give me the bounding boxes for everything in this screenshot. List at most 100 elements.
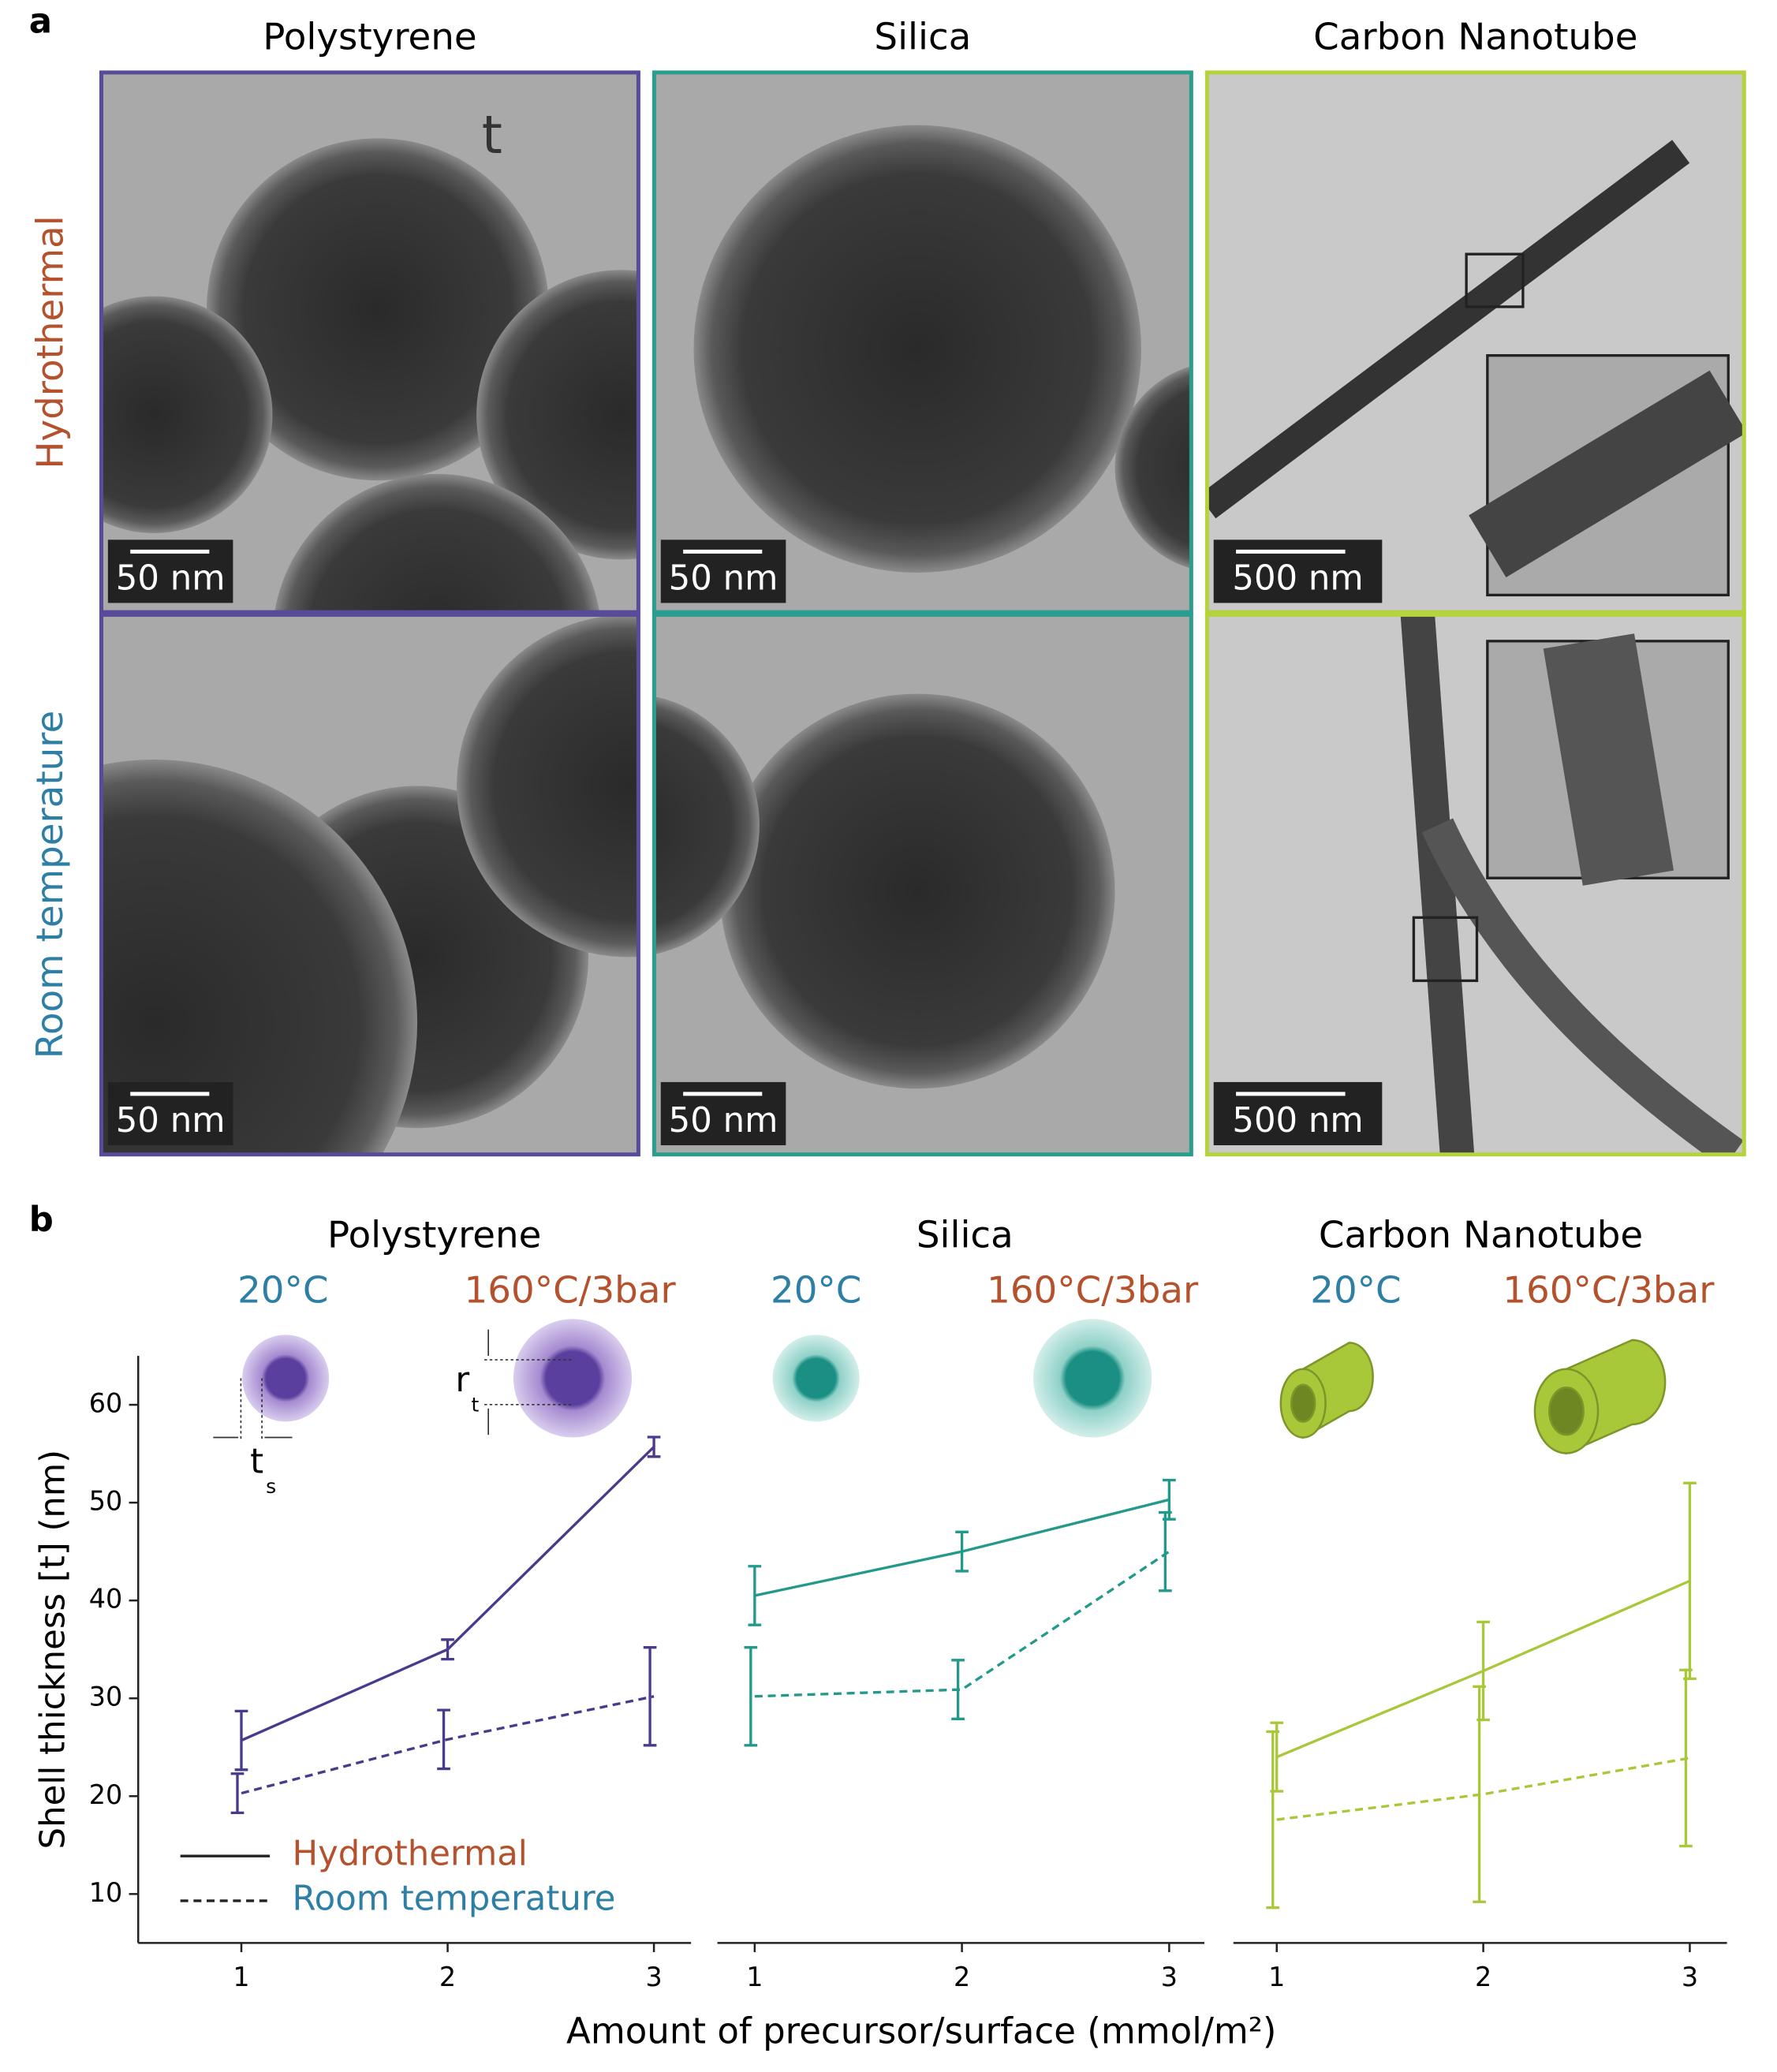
scale-bar-label: 500 nm [1232,1101,1363,1141]
row-label: Hydrothermal [29,215,72,469]
particle [719,693,1115,1089]
error-bar [647,1435,661,1458]
error-bar [1679,1668,1693,1848]
x-tick-label: 2 [1475,1962,1491,1992]
nanotube [1207,140,1690,519]
tem-border [99,70,640,614]
error-bar [744,1646,758,1747]
column-title: Carbon Nanotube [1313,17,1637,59]
tem-border [99,612,640,1157]
condition-label: 20°C [1310,1269,1401,1312]
annotation: t [482,104,502,166]
schematic-label: s [266,1475,276,1498]
column-title: Silica [874,17,971,59]
chart-title: Silica [916,1214,1014,1256]
x-tick-label: 2 [954,1962,970,1992]
tem-content [654,614,1192,1155]
tem-image: 50 nm [99,70,640,614]
series-line [1276,1757,1690,1821]
tem-image: 50 nm [651,612,1193,1157]
tem-border [651,612,1193,1157]
row-label: Room temperature [29,711,72,1059]
nanotube [1400,614,1475,1155]
tem-border [1204,612,1746,1157]
schematics [213,1319,1667,1455]
y-tick-label: 30 [89,1682,122,1712]
zoom-box [1465,252,1525,308]
y-tick-label: 20 [89,1779,122,1810]
x-axis-title: Amount of precursor/surface (mmol/m²) [566,2010,1276,2052]
particle [101,296,273,533]
nanotube [1421,818,1744,1155]
error-bar [748,1565,762,1626]
error-bar [230,1772,245,1815]
particle [457,614,639,958]
tem-border [1204,70,1746,614]
panel-label: a [29,2,52,42]
panel-label: b [29,1200,54,1239]
error-bar [643,1646,657,1747]
y-tick-label: 10 [89,1877,122,1908]
error-bar [234,1709,248,1771]
y-tick-label: 40 [89,1584,122,1615]
series-line [754,1550,1170,1698]
tem-image: 500 nm [1204,70,1746,614]
scale-bar-label: 50 nm [116,559,226,599]
scale-bar-label: 50 nm [669,559,778,599]
column-title: Polystyrene [263,17,476,59]
scale-bar-label: 50 nm [116,1101,226,1141]
x-tick-label: 1 [233,1962,249,1992]
condition-label: 160°C/3bar [987,1269,1199,1312]
scale-bar-label: 50 nm [669,1101,778,1141]
series-line [241,1695,655,1795]
error-bar [441,1638,454,1661]
tem-content [101,72,639,613]
x-tick-label: 3 [645,1962,662,1992]
condition-label: 160°C/3bar [465,1269,677,1312]
tem-content [654,72,1192,613]
x-tick-label: 3 [1682,1962,1698,1992]
error-bar [951,1659,965,1720]
chart-title: Carbon Nanotube [1319,1214,1643,1256]
inset-tube [1469,370,1745,578]
legend-label: Room temperature [292,1879,615,1918]
x-tick-label: 1 [746,1962,763,1992]
zoom-box [1412,916,1479,983]
y-axis-title: Shell thickness [t] (nm) [34,1450,73,1850]
tem-image: 50 nm [651,70,1193,614]
error-bar [437,1708,450,1771]
tem-content [101,614,639,1155]
particle [274,473,599,613]
particle [476,270,639,560]
chart-title: Polystyrene [327,1214,541,1256]
particle [693,125,1141,573]
inset-tube [1543,633,1674,886]
condition-label: 160°C/3bar [1503,1269,1715,1312]
schematic-label: t [250,1442,263,1481]
series-line [241,1446,655,1742]
particle [1114,366,1192,569]
tem-image: 500 nm [1204,612,1746,1157]
x-tick-label: 1 [1268,1962,1285,1992]
error-bar [1159,1510,1172,1592]
y-tick-label: 50 [89,1486,122,1517]
particle [207,138,549,481]
legend-label: Hydrothermal [292,1835,527,1874]
schematic-label: t [471,1393,479,1416]
error-bar [1266,1730,1280,1910]
tem-content [1207,72,1745,613]
tem-content [1207,614,1745,1155]
particle [654,696,760,954]
error-bar [1473,1685,1486,1903]
particle [101,760,417,1155]
condition-label: 20°C [771,1269,861,1312]
error-bar [1683,1481,1697,1681]
schematic-label: r [455,1361,469,1400]
y-tick-label: 60 [89,1388,122,1419]
tem-image: 50 nm [99,612,640,1157]
condition-label: 20°C [237,1269,328,1312]
x-tick-label: 2 [439,1962,456,1992]
error-bar [955,1530,969,1573]
